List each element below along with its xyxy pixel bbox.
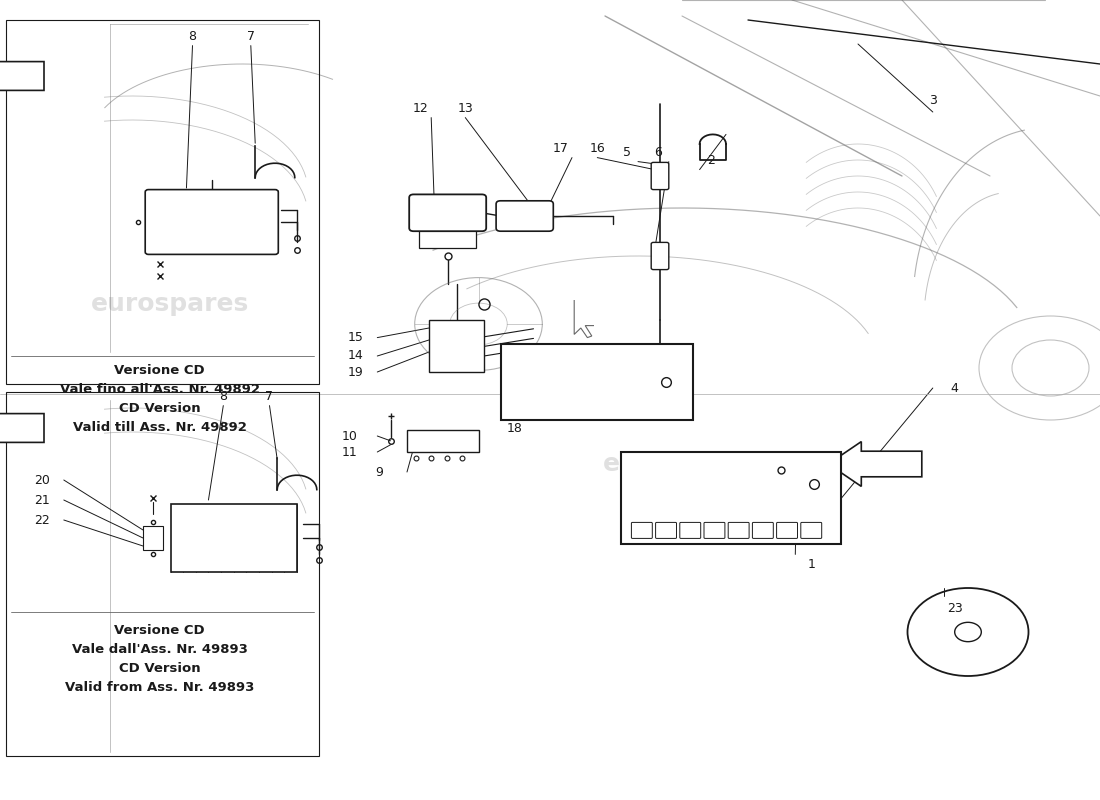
Bar (621, 452, 842, 544)
Text: 7: 7 (265, 390, 274, 402)
Text: 23: 23 (947, 602, 962, 614)
FancyBboxPatch shape (651, 242, 669, 270)
FancyBboxPatch shape (145, 190, 278, 254)
Text: 17: 17 (553, 142, 569, 154)
Bar (6, 20, 319, 384)
Bar (407, 430, 478, 452)
Text: 10: 10 (342, 430, 358, 442)
Bar (143, 526, 163, 550)
Polygon shape (0, 402, 44, 454)
Text: 14: 14 (348, 350, 363, 362)
Text: 8: 8 (219, 390, 228, 402)
FancyBboxPatch shape (651, 162, 669, 190)
Text: 8: 8 (188, 30, 197, 42)
FancyBboxPatch shape (496, 201, 553, 231)
Text: 9: 9 (375, 466, 384, 478)
Text: 22: 22 (34, 514, 50, 526)
Text: eurospares: eurospares (91, 292, 250, 316)
Text: 6: 6 (653, 146, 662, 158)
Text: 12: 12 (412, 102, 428, 114)
Bar (170, 504, 297, 572)
Text: eurospares: eurospares (603, 452, 761, 476)
Text: 18: 18 (507, 422, 522, 434)
FancyBboxPatch shape (409, 194, 486, 231)
Bar (419, 230, 476, 248)
Polygon shape (0, 50, 44, 102)
Text: 5: 5 (623, 146, 631, 158)
Text: 21: 21 (34, 494, 50, 506)
Text: 7: 7 (246, 30, 255, 42)
Text: 1: 1 (807, 558, 816, 570)
Text: Versione CD
Vale dall'Ass. Nr. 49893
CD Version
Valid from Ass. Nr. 49893: Versione CD Vale dall'Ass. Nr. 49893 CD … (65, 624, 254, 694)
Text: 3: 3 (928, 94, 937, 106)
Text: 16: 16 (590, 142, 605, 154)
Bar (6, 392, 319, 756)
Text: 20: 20 (34, 474, 50, 486)
Text: 15: 15 (348, 331, 363, 344)
Text: 19: 19 (348, 366, 363, 378)
Text: 11: 11 (342, 446, 358, 458)
Bar (429, 320, 484, 372)
Text: Versione CD
Vale fino all'Ass. Nr. 49892
CD Version
Valid till Ass. Nr. 49892: Versione CD Vale fino all'Ass. Nr. 49892… (59, 364, 260, 434)
Text: 2: 2 (706, 154, 715, 166)
Text: 13: 13 (458, 102, 473, 114)
Bar (500, 344, 693, 420)
Polygon shape (828, 442, 922, 486)
Text: 4: 4 (950, 382, 959, 394)
